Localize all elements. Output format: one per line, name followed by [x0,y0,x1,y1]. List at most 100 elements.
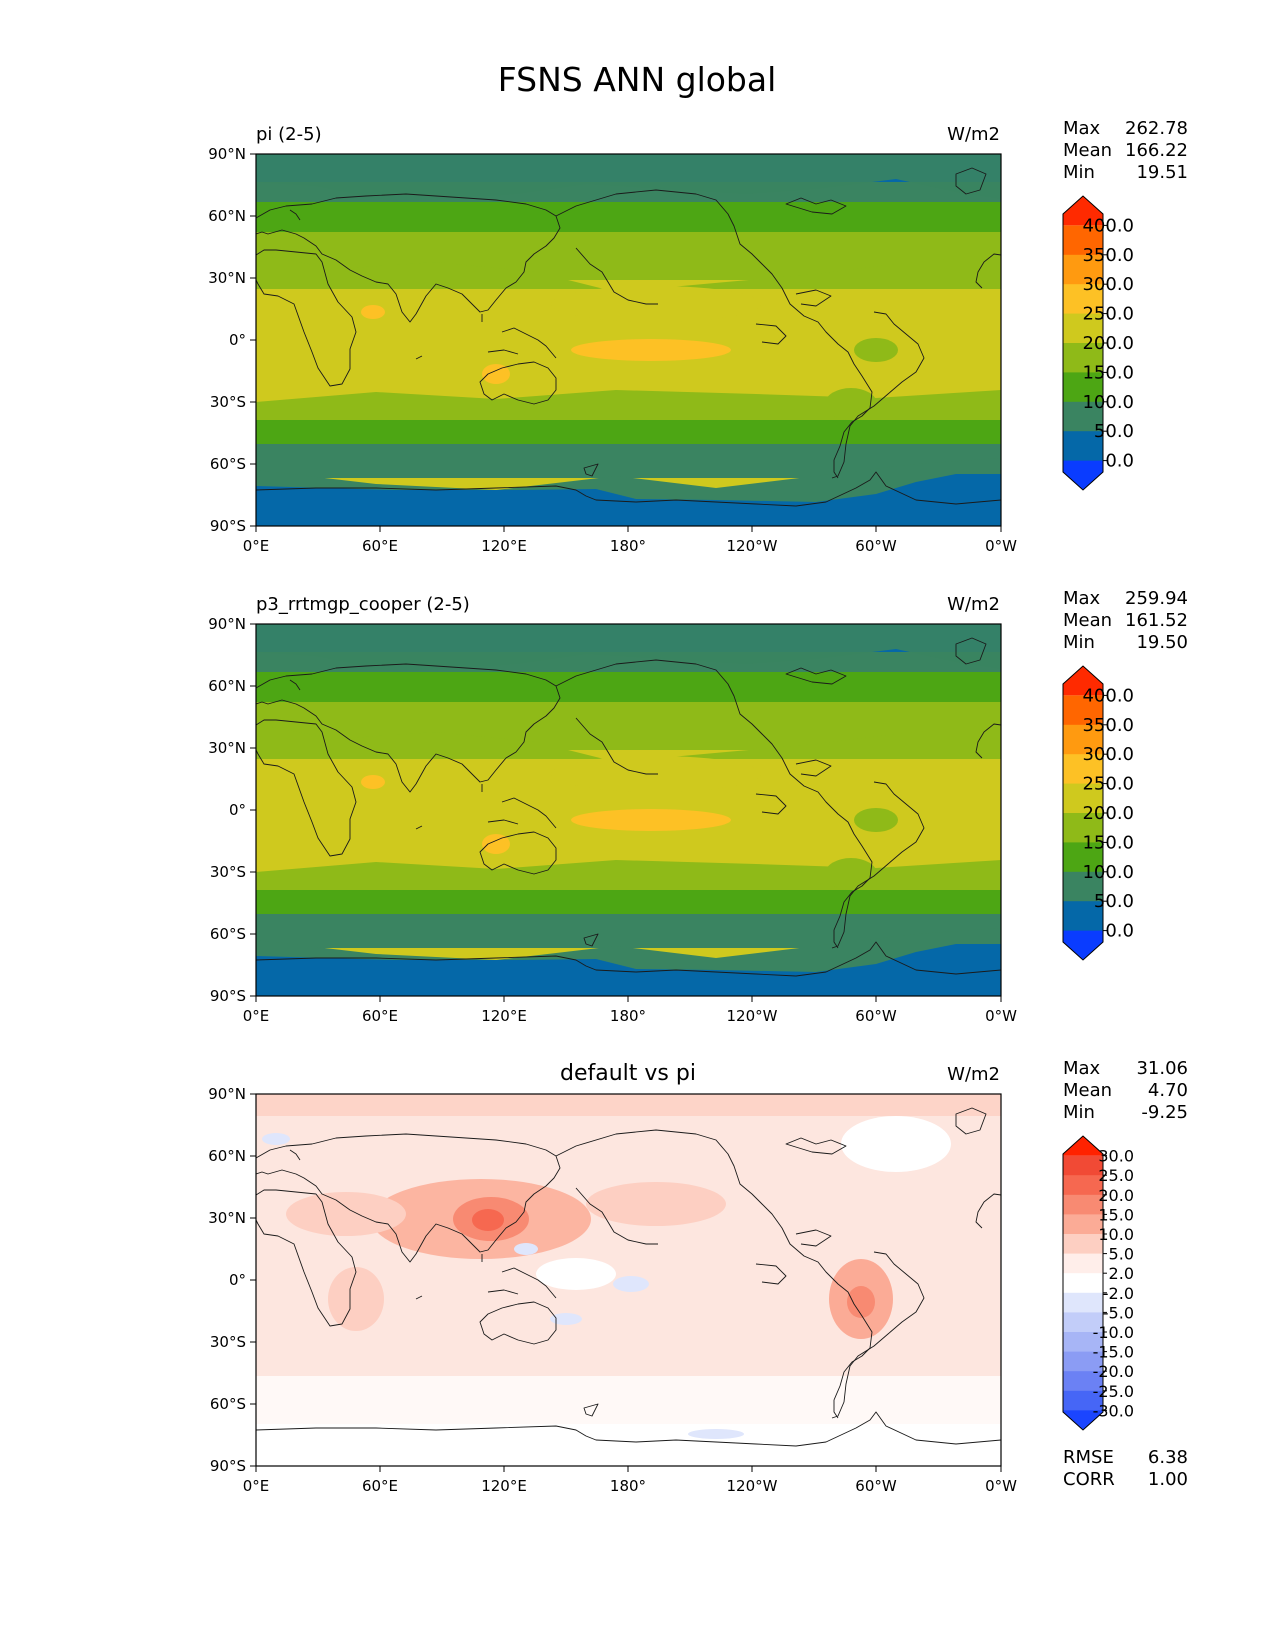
panel-3-lon-label: 180° [610,1477,646,1495]
colorbar-swatch [1063,431,1103,462]
colorbar-swatch [1063,1292,1103,1313]
stat-value: 259.94 [1125,588,1188,609]
stat-value: 166.22 [1125,140,1188,161]
panel-3-lon-label: 0°W [985,1477,1017,1495]
panel-1-lat-label: 90°S [210,517,246,535]
panel-3-metrics: RMSE 6.38 CORR 1.00 [1063,1447,1188,1490]
colorbar-swatch [1063,1155,1103,1176]
colorbar-tick-label: 20.0 [1098,1186,1134,1205]
colorbar-tick-label: -20.0 [1093,1362,1134,1381]
colorbar-swatch [1063,284,1103,315]
panel-2-lon-label: 60°W [855,1007,897,1025]
panel-2-lat-label: 30°N [208,739,246,757]
colorbar-swatch [1063,343,1103,373]
colorbar-swatch [1063,1312,1103,1333]
panel-2-lon-label: 120°W [727,1007,778,1025]
stat-label: Max [1063,118,1101,139]
colorbar-swatch [1063,1194,1103,1215]
colorbar-outline [1062,195,1104,491]
colorbar-swatch [1063,313,1103,344]
colorbar-swatch [1063,1175,1103,1196]
figure-title: FSNS ANN global [498,60,777,99]
panel-2-map [256,624,1001,996]
panel-2-lat-label: 90°S [210,987,246,1005]
stat-value: 262.78 [1125,118,1188,139]
colorbar-tick-label: 10.0 [1098,1225,1134,1244]
colorbar-tick-label: 15.0 [1098,1205,1134,1224]
panel-2-lon-label: 180° [610,1007,646,1025]
colorbar-swatch [1063,783,1103,814]
colorbar-tick-label: -30.0 [1093,1401,1134,1420]
colorbar-tick-label: 150.0 [1082,832,1134,853]
colorbar-swatch [1063,460,1103,490]
panel-2-lon-label: 0°W [985,1007,1017,1025]
stat-value: 161.52 [1125,610,1188,631]
panel-3: default vs pi W/m2 90°N 60°N 30°N 0° 30°… [208,1058,1188,1495]
stat-label: Mean [1063,140,1112,161]
colorbar-tick-label: 100.0 [1082,862,1134,883]
panel-3-lon-label: 120°W [727,1477,778,1495]
colorbar-tick-label: 2.0 [1109,1264,1134,1283]
colorbar-tick-label: 50.0 [1094,891,1134,912]
colorbar-tick-label: 350.0 [1082,245,1134,266]
stat-label: Mean [1063,610,1112,631]
panel-1-lon-label: 0°E [243,537,270,555]
colorbar-tick-label: 0.0 [1105,921,1134,942]
panel-2-units: W/m2 [947,594,1000,615]
colorbar-swatch [1063,901,1103,932]
colorbar-tick-label: 30.0 [1098,1147,1134,1166]
metric-label: RMSE [1063,1447,1114,1468]
colorbar-swatch [1063,695,1103,726]
metric-value: 6.38 [1148,1447,1188,1468]
colorbar-swatch [1063,1273,1103,1294]
colorbar-tick-label: 200.0 [1082,333,1134,354]
panel-1-lon-label: 60°E [362,537,398,555]
stat-label: Min [1063,1102,1095,1123]
colorbar-swatch [1063,754,1103,785]
colorbar-swatch [1063,225,1103,256]
panel-1-lon-label: 180° [610,537,646,555]
stat-value: 19.51 [1136,162,1188,183]
colorbar-swatch [1063,813,1103,843]
panel-2: p3_rrtmgp_cooper (2-5) W/m2 90°N 60°N 30… [208,588,1188,1025]
colorbar-swatch [1063,1410,1103,1430]
panel-2-lon-label: 0°E [243,1007,270,1025]
panel-1-lat-label: 60°S [210,455,246,473]
stat-value: -9.25 [1141,1102,1188,1123]
colorbar-tick-label: 25.0 [1098,1166,1134,1185]
panel-3-stats: Max 31.06 Mean 4.70 Min -9.25 [1063,1058,1188,1123]
colorbar-tick-label: 300.0 [1082,274,1134,295]
panel-1-stats: Max 262.78 Mean 166.22 Min 19.51 [1063,118,1188,183]
stat-value: 31.06 [1136,1058,1188,1079]
panel-3-lat-label: 60°N [208,1147,246,1165]
colorbar-swatch [1063,1214,1103,1235]
colorbar-tick-label: 150.0 [1082,362,1134,383]
panel-2-lon-label: 120°E [481,1007,527,1025]
colorbar-outline [1062,665,1104,961]
panel-2-lat-label: 90°N [208,615,246,633]
panel-3-lat-label: 30°S [210,1333,246,1351]
colorbar-tick-label: -10.0 [1093,1323,1134,1342]
panel-3-lat-label: 60°S [210,1395,246,1413]
panel-1-lat-label: 60°N [208,207,246,225]
panel-2-lat-axis [250,623,256,997]
panel-1-lat-label: 30°N [208,269,246,287]
panel-2-stats: Max 259.94 Mean 161.52 Min 19.50 [1063,588,1188,653]
colorbar-tick-label: 100.0 [1082,392,1134,413]
panel-1-lon-axis [255,526,1002,532]
panel-2-lat-label: 30°S [210,863,246,881]
metric-value: 1.00 [1148,1469,1188,1490]
colorbar-tick-label: 250.0 [1082,304,1134,325]
colorbar-tick-label: -25.0 [1093,1382,1134,1401]
colorbar-outline [1062,1135,1104,1431]
colorbar-swatch [1063,1390,1103,1411]
panel-3-lon-label: 120°E [481,1477,527,1495]
panel-2-lon-label: 60°E [362,1007,398,1025]
stat-label: Min [1063,632,1095,653]
colorbar-tick-label: -5.0 [1103,1303,1134,1322]
metric-label: CORR [1063,1469,1115,1490]
panel-3-lat-label: 90°N [208,1085,246,1103]
panel-2-lat-label: 60°S [210,925,246,943]
colorbar-tick-label: 400.0 [1082,685,1134,706]
panel-3-map [256,1094,1001,1466]
